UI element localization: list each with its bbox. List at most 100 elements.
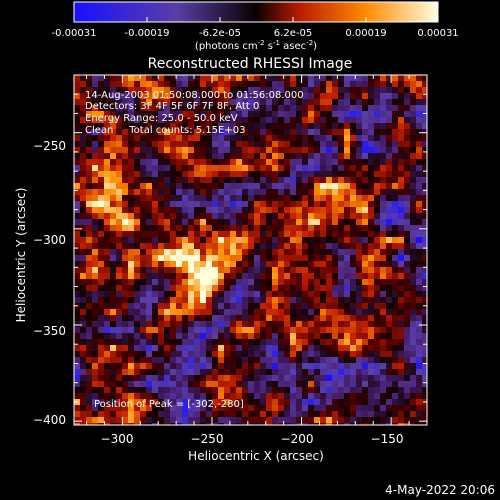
- heatmap-cell: [296, 195, 302, 201]
- heatmap-cell: [284, 321, 290, 327]
- heatmap-cell: [170, 423, 176, 425]
- heatmap-cell: [314, 159, 320, 165]
- heatmap-cell: [98, 411, 104, 417]
- heatmap-cell: [350, 303, 356, 309]
- heatmap-cell: [80, 381, 86, 387]
- heatmap-cell: [296, 297, 302, 303]
- heatmap-cell: [260, 321, 266, 327]
- heatmap-cell: [146, 171, 152, 177]
- heatmap-cell: [272, 249, 278, 255]
- heatmap-cell: [320, 327, 326, 333]
- heatmap-cell: [242, 327, 248, 333]
- heatmap-cell: [356, 237, 362, 243]
- heatmap-cell: [326, 135, 332, 141]
- heatmap-cell: [200, 171, 206, 177]
- heatmap-cell: [338, 291, 344, 297]
- heatmap-cell: [290, 339, 296, 345]
- heatmap-cell: [176, 153, 182, 159]
- heatmap-cell: [110, 123, 116, 129]
- heatmap-cell: [104, 267, 110, 273]
- heatmap-cell: [386, 195, 392, 201]
- heatmap-cell: [152, 375, 158, 381]
- heatmap-cell: [284, 213, 290, 219]
- heatmap-cell: [290, 129, 296, 135]
- heatmap-cell: [248, 237, 254, 243]
- heatmap-cell: [224, 153, 230, 159]
- heatmap-cell: [170, 225, 176, 231]
- heatmap-cell: [104, 309, 110, 315]
- heatmap-cell: [338, 405, 344, 411]
- heatmap-cell: [392, 333, 398, 339]
- heatmap-cell: [398, 81, 404, 87]
- heatmap-cell: [110, 81, 116, 87]
- heatmap-cell: [218, 159, 224, 165]
- heatmap-cell: [332, 225, 338, 231]
- heatmap-cell: [140, 117, 146, 123]
- heatmap-cell: [104, 159, 110, 165]
- heatmap-cell: [356, 375, 362, 381]
- heatmap-cell: [74, 249, 80, 255]
- heatmap-cell: [374, 183, 380, 189]
- heatmap-cell: [164, 321, 170, 327]
- heatmap-cell: [374, 81, 380, 87]
- heatmap-cell: [254, 195, 260, 201]
- heatmap-cell: [278, 123, 284, 129]
- heatmap-cell: [230, 381, 236, 387]
- heatmap-cell: [194, 417, 200, 423]
- heatmap-cell: [332, 351, 338, 357]
- heatmap-cell: [200, 327, 206, 333]
- heatmap-cell: [86, 309, 92, 315]
- heatmap-cell: [332, 93, 338, 99]
- heatmap-cell: [116, 195, 122, 201]
- heatmap-cell: [290, 231, 296, 237]
- heatmap-cell: [218, 291, 224, 297]
- heatmap-cell: [290, 213, 296, 219]
- heatmap-cell: [290, 261, 296, 267]
- heatmap-cell: [104, 249, 110, 255]
- heatmap-cell: [266, 207, 272, 213]
- heatmap-cell: [224, 213, 230, 219]
- heatmap-cell: [164, 75, 170, 81]
- heatmap-cell: [158, 255, 164, 261]
- heatmap-cell: [158, 249, 164, 255]
- heatmap-cell: [128, 369, 134, 375]
- heatmap-cell: [92, 87, 98, 93]
- heatmap-cell: [320, 237, 326, 243]
- heatmap-cell: [272, 261, 278, 267]
- heatmap-cell: [224, 183, 230, 189]
- heatmap-cell: [398, 189, 404, 195]
- heatmap-cell: [80, 423, 86, 425]
- heatmap-cell: [254, 315, 260, 321]
- heatmap-cell: [134, 333, 140, 339]
- heatmap-cell: [140, 135, 146, 141]
- heatmap-cell: [158, 117, 164, 123]
- heatmap-cell: [374, 213, 380, 219]
- heatmap-cell: [278, 231, 284, 237]
- heatmap-cell: [194, 255, 200, 261]
- heatmap-cell: [128, 105, 134, 111]
- heatmap-cell: [146, 333, 152, 339]
- heatmap-cell: [242, 309, 248, 315]
- heatmap-cell: [350, 141, 356, 147]
- heatmap-cell: [380, 339, 386, 345]
- heatmap-cell: [74, 393, 80, 399]
- heatmap-cell: [86, 141, 92, 147]
- heatmap-cell: [374, 285, 380, 291]
- heatmap-cell: [98, 387, 104, 393]
- heatmap-cell: [80, 111, 86, 117]
- heatmap-cell: [392, 87, 398, 93]
- heatmap-cell: [116, 273, 122, 279]
- heatmap-cell: [296, 423, 302, 425]
- heatmap-cell: [152, 165, 158, 171]
- heatmap-cell: [320, 423, 326, 425]
- heatmap-cell: [320, 393, 326, 399]
- heatmap-cell: [422, 87, 427, 93]
- heatmap-cell: [326, 237, 332, 243]
- heatmap-cell: [182, 315, 188, 321]
- heatmap-cell: [248, 87, 254, 93]
- heatmap-cell: [260, 327, 266, 333]
- heatmap-cell: [212, 189, 218, 195]
- heatmap-cell: [134, 87, 140, 93]
- heatmap-cell: [194, 147, 200, 153]
- heatmap-cell: [278, 105, 284, 111]
